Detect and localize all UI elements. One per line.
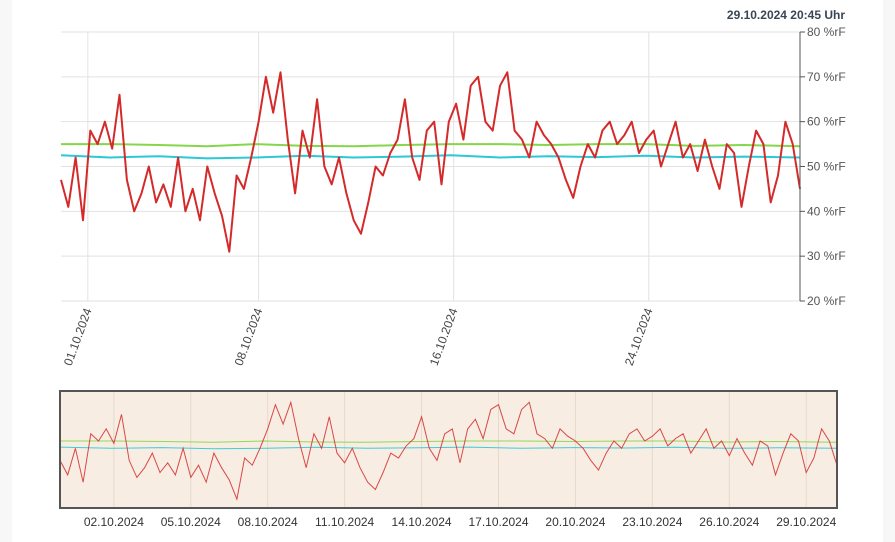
- timestamp-label: 29.10.2024 20:45 Uhr: [727, 8, 845, 22]
- main-grid: [61, 31, 800, 302]
- navigator-tick-label: 23.10.2024: [622, 515, 682, 529]
- x-tick-label: 08.10.2024: [232, 306, 266, 368]
- navigator-tick-label: 26.10.2024: [699, 515, 759, 529]
- right-shade: [883, 0, 895, 542]
- y-tick-label: 50 %rF: [807, 160, 846, 174]
- main-plot-area[interactable]: [60, 71, 801, 253]
- navigator-tick-label: 05.10.2024: [161, 515, 221, 529]
- x-axis: 01.10.2024 08.10.2024 16.10.2024 24.10.2024: [61, 306, 656, 368]
- x-tick-label: 01.10.2024: [61, 306, 95, 368]
- series-line-humidity-cyan: [60, 154, 801, 160]
- x-tick-label: 24.10.2024: [622, 306, 656, 368]
- navigator-tick-label: 29.10.2024: [776, 515, 836, 529]
- y-tick-label: 60 %rF: [807, 115, 846, 129]
- x-tick-label: 16.10.2024: [427, 306, 461, 368]
- y-tick-label: 70 %rF: [807, 70, 846, 84]
- navigator-series-humidity-green: [60, 440, 838, 443]
- left-shade: [0, 0, 12, 542]
- navigator-series-humidity-red: [59, 400, 838, 501]
- series-line-humidity-red: [60, 71, 801, 253]
- navigator-tick-label: 20.10.2024: [545, 515, 605, 529]
- navigator-frame: [59, 390, 838, 509]
- navigator-axis: 02.10.2024 05.10.2024 08.10.2024 11.10.2024…: [84, 515, 837, 529]
- navigator-background: [60, 391, 837, 508]
- navigator[interactable]: [59, 390, 838, 509]
- series-line-humidity-green: [61, 143, 801, 148]
- y-tick-label: 30 %rF: [807, 249, 846, 263]
- navigator-tick-label: 11.10.2024: [315, 515, 374, 529]
- navigator-tick-label: 14.10.2024: [392, 515, 452, 529]
- navigator-tick-label: 17.10.2024: [468, 515, 528, 529]
- y-tick-label: 40 %rF: [807, 204, 846, 218]
- y-axis: 80 %rF 70 %rF 60 %rF 50 %rF 40 %rF 30 %rF 20 %…: [799, 25, 846, 308]
- navigator-tick-label: 08.10.2024: [238, 515, 298, 529]
- navigator-series-humidity-cyan: [59, 446, 838, 450]
- y-tick-label: 80 %rF: [807, 25, 846, 39]
- y-tick-label: 20 %rF: [807, 294, 846, 308]
- navigator-tick-label: 02.10.2024: [84, 515, 144, 529]
